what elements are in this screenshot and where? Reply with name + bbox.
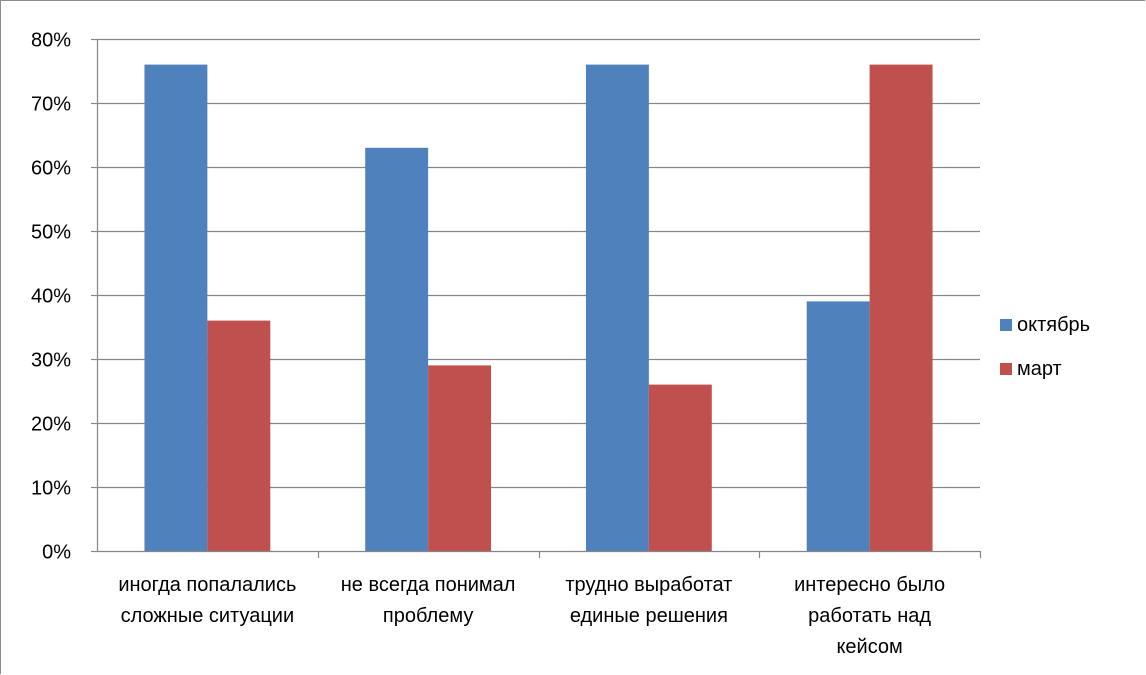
bar-series1	[585, 64, 649, 551]
legend-swatch	[1000, 363, 1012, 375]
bar-series2	[869, 64, 933, 551]
y-tick-label: 20%	[31, 414, 71, 436]
y-tick-label: 10%	[31, 478, 71, 500]
y-tick-labels: 0% 10% 20% 30% 40% 50% 60% 70% 80%	[31, 30, 71, 564]
legend: октябрь март	[1000, 314, 1090, 380]
category-label-line: единые решения	[570, 605, 728, 627]
category-label-line: работать над	[808, 605, 931, 627]
y-tick-label: 0%	[42, 542, 71, 564]
bars	[144, 64, 933, 552]
y-tick-label: 40%	[31, 286, 71, 308]
category-label: интересно было работать над кейсом	[794, 574, 945, 658]
y-tick-label: 70%	[31, 94, 71, 116]
legend-label: октябрь	[1017, 314, 1090, 336]
category-label-line: не всегда понимал	[341, 574, 516, 596]
category-label-line: иногда попалались	[118, 574, 296, 596]
category-label-line: интересно было	[794, 574, 945, 596]
bar-series1	[806, 301, 870, 551]
bar-series1	[365, 147, 429, 552]
gridlines	[97, 38, 980, 489]
y-tick-label: 80%	[31, 30, 71, 52]
bar-series2	[428, 365, 492, 551]
category-label-line: сложные ситуации	[121, 605, 295, 627]
category-labels: иногда попалались сложные ситуации не всег…	[118, 574, 945, 658]
legend-label: март	[1017, 358, 1062, 380]
y-tick-label: 60%	[31, 158, 71, 180]
bar-series2	[207, 320, 271, 551]
y-tick-label: 50%	[31, 222, 71, 244]
category-label-line: кейсом	[836, 636, 902, 658]
y-tick-label: 30%	[31, 350, 71, 372]
axes	[91, 38, 982, 558]
category-label: трудно выработат единые решения	[565, 574, 732, 627]
category-label: иногда попалались сложные ситуации	[118, 574, 296, 627]
category-label-line: проблему	[383, 605, 473, 627]
legend-swatch	[1000, 319, 1012, 331]
category-label: не всегда понимал проблему	[341, 574, 516, 627]
bar-series2	[648, 384, 712, 551]
bar-series1	[144, 64, 208, 551]
category-label-line: трудно выработат	[565, 574, 732, 596]
